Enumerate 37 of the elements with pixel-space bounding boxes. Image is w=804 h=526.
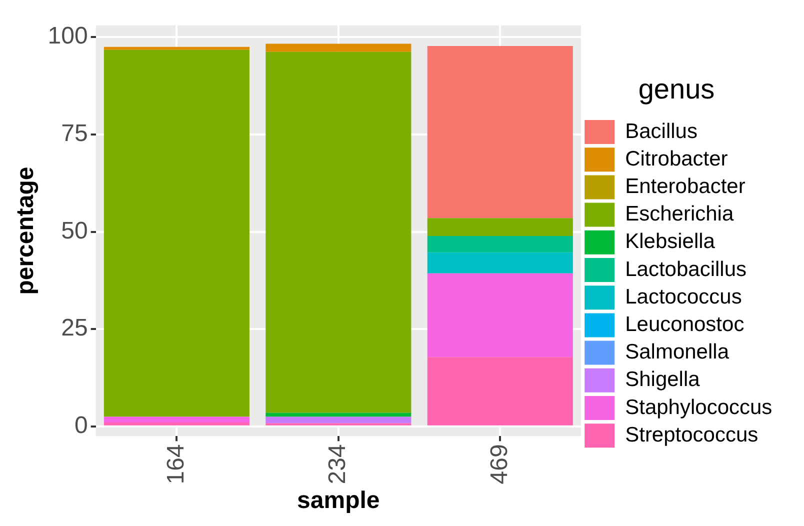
x-tick-label: 164 <box>162 444 190 484</box>
bar <box>427 252 573 274</box>
bar <box>104 46 250 50</box>
bar <box>266 52 412 413</box>
legend-label: Shigella <box>625 368 700 392</box>
y-tick-label: 75 <box>61 120 88 148</box>
legend-label: Escherichia <box>625 202 734 226</box>
x-axis-title: sample <box>297 487 380 514</box>
bar <box>266 44 412 52</box>
legend-label: Bacillus <box>625 120 698 143</box>
bar <box>104 422 250 426</box>
legend-label: Lactobacillus <box>625 258 747 281</box>
legend-label: Streptococcus <box>625 423 758 446</box>
y-tick-label: 25 <box>61 314 88 342</box>
bar <box>266 416 412 424</box>
legend-label: Enterobacter <box>625 174 746 198</box>
bar <box>427 46 573 218</box>
bar <box>266 412 412 417</box>
x-tick-label: 234 <box>324 444 352 484</box>
y-tick-label: 100 <box>48 22 88 50</box>
bar <box>104 50 250 417</box>
bar <box>427 357 573 426</box>
legend-label: Salmonella <box>625 340 730 364</box>
bar <box>427 273 573 358</box>
y-tick-label: 0 <box>74 412 88 440</box>
legend-label: Lactococcus <box>625 285 742 308</box>
y-tick-label: 50 <box>61 217 88 244</box>
x-tick-label: 469 <box>486 444 513 484</box>
legend-title: genus <box>638 74 715 105</box>
legend-label: Citrobacter <box>625 147 728 170</box>
bar <box>104 416 250 423</box>
legend-label: Klebsiella <box>625 230 716 254</box>
bar <box>427 218 573 236</box>
legend-label: Staphylococcus <box>625 396 772 419</box>
legend-label: Leuconostoc <box>625 312 744 336</box>
y-axis-title: percentage <box>12 166 40 295</box>
bar <box>427 236 573 252</box>
